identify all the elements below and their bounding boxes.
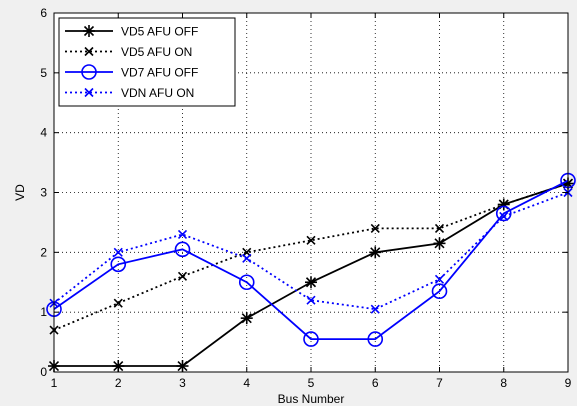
data-point (113, 247, 123, 257)
circle-marker (81, 64, 97, 80)
legend-item: VDN AFU ON (65, 86, 194, 100)
x-marker (177, 229, 188, 239)
star-marker (176, 360, 189, 373)
legend-label: VD5 AFU OFF (121, 25, 198, 39)
data-point (495, 205, 512, 222)
data-point (113, 298, 123, 308)
data-point (370, 223, 380, 233)
y-tick-label: 5 (40, 66, 47, 80)
legend-item: VD5 AFU ON (65, 45, 192, 59)
star-marker (83, 25, 95, 37)
y-axis-label: VD (13, 184, 27, 201)
legend-label: VD7 AFU OFF (121, 66, 198, 80)
circle-marker (238, 274, 255, 291)
star-marker (433, 237, 446, 250)
data-point (303, 331, 319, 347)
x-marker (306, 235, 316, 245)
x-tick-label: 1 (51, 376, 58, 390)
data-point (306, 295, 316, 305)
y-tick-label: 1 (40, 305, 47, 319)
x-tick-label: 7 (436, 376, 443, 390)
x-marker (306, 295, 316, 305)
legend-item: VD7 AFU OFF (65, 64, 198, 80)
x-tick-label: 2 (115, 376, 122, 390)
x-marker (84, 46, 94, 57)
x-tick-label: 6 (372, 376, 379, 390)
series-line (53, 179, 569, 340)
x-tick-label: 9 (565, 376, 572, 390)
legend-label: VDN AFU ON (121, 86, 194, 100)
data-point (434, 274, 445, 284)
data-point (306, 235, 316, 245)
y-tick-label: 6 (40, 6, 47, 20)
data-point (242, 253, 252, 263)
data-point (433, 237, 446, 250)
data-point (238, 274, 255, 291)
data-point (305, 276, 317, 289)
circle-marker (431, 283, 448, 300)
x-tick-label: 4 (243, 376, 250, 390)
data-point (176, 360, 189, 373)
x-marker (113, 247, 123, 257)
data-point (434, 223, 445, 233)
x-tick-label: 3 (179, 376, 186, 390)
y-tick-label: 3 (40, 186, 47, 200)
legend-item: VD5 AFU OFF (65, 25, 198, 39)
data-point (431, 283, 448, 300)
x-axis-label: Bus Number (278, 392, 345, 406)
legend: VD5 AFU OFF VD5 AFU ON VD7 AFU OFF VDN AFU … (58, 17, 236, 107)
circle-marker (495, 205, 512, 222)
y-tick-label: 4 (40, 126, 47, 140)
data-point (240, 312, 253, 325)
x-marker (177, 271, 188, 281)
legend-label: VD5 AFU ON (121, 45, 192, 59)
circle-marker (110, 256, 127, 273)
star-marker (240, 312, 253, 325)
x-marker (370, 304, 380, 314)
data-point (370, 304, 380, 314)
data-point (174, 241, 191, 258)
data-point (499, 211, 509, 221)
data-point (177, 271, 188, 281)
data-point (177, 229, 188, 239)
star-marker (369, 246, 382, 259)
x-tick-label: 8 (500, 376, 507, 390)
x-marker (84, 87, 94, 98)
data-point (110, 256, 127, 273)
x-marker (113, 298, 123, 308)
x-marker (434, 274, 445, 284)
circle-marker (303, 331, 319, 347)
x-marker (434, 223, 445, 233)
circle-marker (367, 331, 384, 347)
x-marker (242, 253, 252, 263)
x-tick-label: 5 (308, 376, 315, 390)
y-tick-label: 2 (40, 245, 47, 259)
y-tick-label: 0 (40, 365, 47, 379)
x-marker (370, 223, 380, 233)
x-marker (499, 211, 509, 221)
data-point (369, 246, 382, 259)
data-point (367, 331, 384, 347)
circle-marker (174, 241, 191, 258)
star-marker (305, 276, 317, 289)
